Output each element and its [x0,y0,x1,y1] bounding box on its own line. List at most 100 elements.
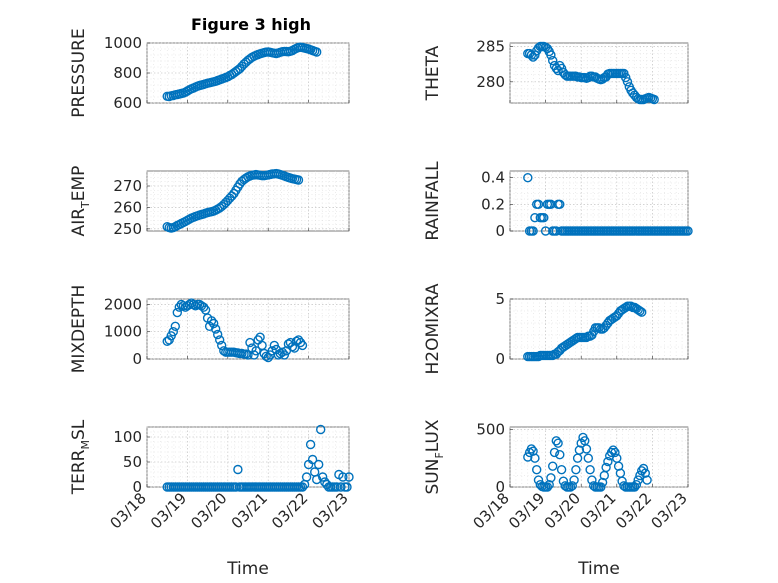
data-point [338,472,348,482]
y-tick-label: 50 [123,453,142,471]
y-tick-label: 280 [476,73,505,91]
x-tick-label: 03/21 [228,489,271,532]
x-tick-label: 03/22 [268,489,311,532]
data-point [603,456,613,467]
data-point [216,340,227,351]
data-point [583,453,593,463]
data-point [293,175,304,185]
y-tick-label: 0 [495,350,505,368]
data-point [316,424,326,435]
data-point [214,335,225,345]
data-point [297,482,308,492]
y-tick-label: 0 [132,350,142,368]
y-axis-label: PRESSURE [69,28,89,117]
figure-title: Figure 3 high [191,15,311,34]
data-point [597,477,608,488]
subplot-8: 0 500 SUNFLUX 03/1803/1903/2003/2103/2203/2… [423,419,691,579]
data-point [608,445,618,455]
y-axis-label-main: AIR [69,208,89,237]
y-axis-label-main: PRESSURE [69,28,89,117]
y-axis-label-tail: LUX [423,419,443,452]
data-point [210,324,221,334]
x-tick-label: 03/20 [541,489,584,532]
x-tick-label: 03/18 [470,489,513,532]
data-point [172,307,183,318]
y-tick-label: 260 [113,198,142,216]
data-point [289,343,300,353]
data-point [556,465,567,475]
data-point [633,475,643,485]
data-point [581,444,592,454]
subplot-4: 0 0.2 0.4 RAINFALL [423,161,693,241]
data-point [569,475,579,485]
data-point [530,50,540,60]
y-tick-label: 270 [113,177,142,195]
y-tick-label: 0 [495,478,505,496]
y-tick-label: 285 [476,38,505,56]
x-tick-label: 03/23 [648,489,691,532]
subplot-3: 250 260 270 AIRTEMP [69,166,350,238]
x-tick-label: 03/22 [612,489,655,532]
y-axis-label: SUNFLUX [423,419,446,494]
data-point [621,72,631,83]
data-point [540,226,551,236]
data-point [170,321,181,331]
data-point [622,77,633,87]
data-point [548,461,558,471]
data-point [596,482,606,492]
y-axis-label: THETA [423,45,443,101]
data-point [532,465,542,475]
y-axis-label: H2OMIXRA [423,283,443,374]
data-point [245,337,255,348]
data-point [312,47,322,57]
data-point [533,199,544,210]
data-point [312,474,322,485]
data-point [548,55,558,66]
data-point [555,199,565,210]
y-axis-label-main: THETA [423,45,443,101]
y-tick-label: 0 [495,222,505,240]
y-axis-label-main: TERR [69,449,89,495]
data-point [295,337,306,348]
data-point [542,482,553,492]
y-axis-label-tail: SL [69,419,89,440]
data-point [275,348,285,359]
data-point [212,329,223,340]
data-point [305,439,316,450]
data-point [635,306,645,316]
data-point [277,347,287,357]
data-point [637,307,647,317]
data-point [344,472,354,482]
data-point [263,352,273,363]
data-point [178,301,189,311]
data-point [571,465,581,475]
data-point [606,447,617,458]
y-axis-label-tail: EMP [69,166,89,202]
x-tick-label: 03/18 [107,489,150,532]
subplot-2: 280 285 THETA [423,38,689,105]
x-tick-label: 03/21 [576,489,619,532]
subplot-5: 0 1000 2000 MIXDEPTH [69,285,350,374]
subplot-1: 600 800 1000 PRESSURE [69,28,350,118]
y-axis-label-main: SUN [423,459,443,495]
y-axis-label: RAINFALL [423,161,443,241]
data-point [233,464,243,475]
data-point [649,94,659,105]
y-axis-label: MIXDEPTH [69,285,89,374]
data-point [261,351,271,361]
y-tick-label: 1000 [104,323,142,341]
data-point [546,199,556,210]
data-point [206,316,217,326]
data-point [342,482,352,492]
subplot-7: 0 50 100 TERRMSL 03/1803/1903/2003/2103/2203… [69,419,354,579]
data-point [528,226,538,236]
data-point [585,465,595,475]
y-tick-label: 1000 [104,34,142,52]
data-point [198,302,209,312]
data-point [251,346,261,356]
subplot-6: 0 5 H2OMIXRA [423,283,689,375]
x-tick-label: 03/20 [187,489,230,532]
data-point [546,50,556,60]
